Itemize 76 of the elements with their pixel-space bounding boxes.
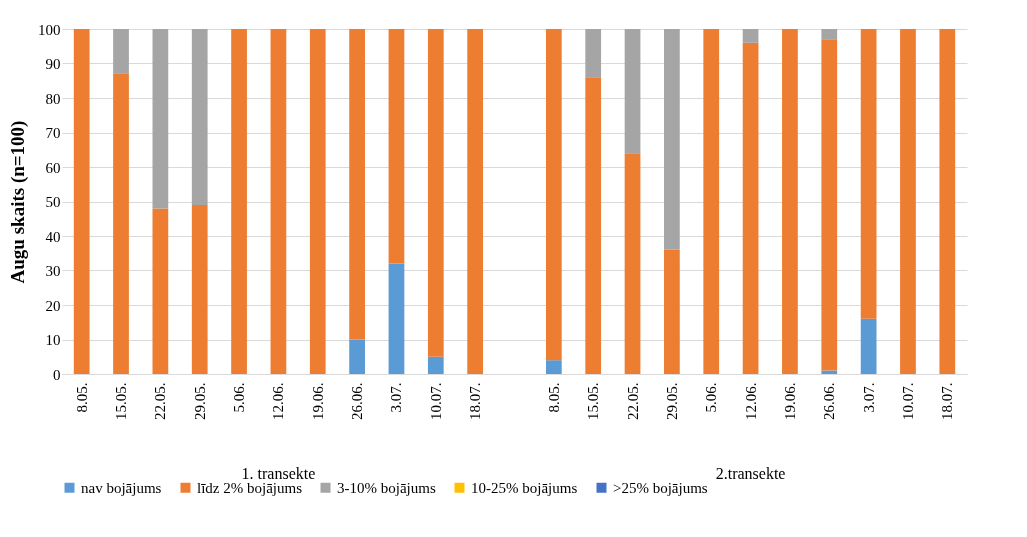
y-tick-label: 70 — [45, 125, 61, 141]
x-tick-label: 19.06. — [781, 382, 798, 420]
text: 1. transekte — [241, 465, 316, 482]
bar — [860, 29, 877, 319]
bar — [349, 339, 365, 374]
bar — [821, 39, 838, 371]
bar — [703, 29, 720, 374]
x-tick-label: 29.05. — [663, 382, 680, 420]
bar — [73, 29, 90, 374]
y-tick-label: 50 — [45, 194, 61, 210]
legend-label: līdz 2% bojājums — [197, 479, 303, 496]
bar — [545, 29, 562, 361]
bar — [742, 29, 759, 43]
bar — [624, 153, 641, 374]
legend-label: 10-25% bojājums — [471, 479, 578, 496]
x-tick-label: 18.07. — [939, 382, 956, 420]
x-tick-label: 5.06. — [703, 382, 720, 413]
y-tick-label: 0 — [53, 366, 61, 383]
bar — [467, 29, 484, 374]
bar — [585, 29, 602, 78]
x-tick-label: 8.05. — [73, 382, 90, 413]
bar — [349, 29, 365, 340]
bar — [821, 29, 838, 40]
x-tick-label: 10.07. — [899, 382, 916, 420]
bar — [664, 249, 680, 374]
bar — [388, 29, 405, 264]
x-tick-label: 22.05. — [624, 382, 641, 420]
bar — [900, 29, 916, 374]
x-tick-label: 8.05. — [545, 382, 562, 413]
x-tick-label: 26.06. — [349, 382, 366, 420]
x-tick-label: 5.06. — [231, 382, 248, 413]
bar — [191, 204, 208, 374]
bar — [782, 29, 798, 374]
legend-label: 3-10% bojājums — [337, 479, 436, 496]
x-tick-label: 12.06. — [742, 382, 759, 420]
x-tick-label: 18.07. — [467, 382, 484, 420]
text: 2.transekte — [715, 465, 786, 482]
bar — [231, 29, 247, 374]
x-tick-label: 12.06. — [270, 382, 287, 420]
legend-label: nav bojājums — [81, 479, 162, 496]
bar — [388, 263, 405, 374]
x-tick-label: 29.05. — [191, 382, 208, 420]
bar — [624, 29, 641, 154]
bar — [664, 29, 680, 250]
x-tick-label: 26.06. — [821, 382, 838, 420]
y-tick-label: 90 — [45, 56, 61, 72]
y-tick-label: 60 — [45, 159, 61, 176]
x-tick-label: 19.06. — [309, 382, 326, 420]
bar — [585, 77, 602, 374]
y-tick-label: 10 — [45, 332, 61, 348]
bar — [113, 29, 129, 74]
y-tick-label: 30 — [45, 263, 61, 279]
y-tick-label: 20 — [45, 297, 61, 314]
x-tick-label: 3.07. — [388, 382, 405, 413]
bar — [152, 208, 169, 374]
y-tick-label: 100 — [38, 21, 61, 38]
y-axis-title: Augu skaits (n=100) — [7, 120, 29, 284]
x-tick-label: 22.05. — [152, 382, 169, 420]
bar — [113, 73, 129, 374]
bar — [939, 29, 956, 374]
x-tick-label: 15.05. — [113, 382, 130, 420]
y-tick-label: 80 — [45, 90, 61, 107]
bar — [309, 29, 326, 374]
x-tick-label: 15.05. — [585, 382, 602, 420]
x-tick-label: 10.07. — [427, 382, 444, 420]
bar — [742, 42, 759, 374]
legend-label: >25% bojājums — [613, 479, 708, 496]
bar — [860, 318, 877, 374]
bar — [152, 29, 169, 209]
bar — [270, 29, 287, 374]
bar — [427, 29, 444, 357]
bar — [191, 29, 208, 205]
y-tick-label: 40 — [45, 228, 61, 245]
bar — [545, 360, 562, 374]
x-tick-label: 3.07. — [860, 382, 877, 413]
bar — [427, 356, 444, 374]
